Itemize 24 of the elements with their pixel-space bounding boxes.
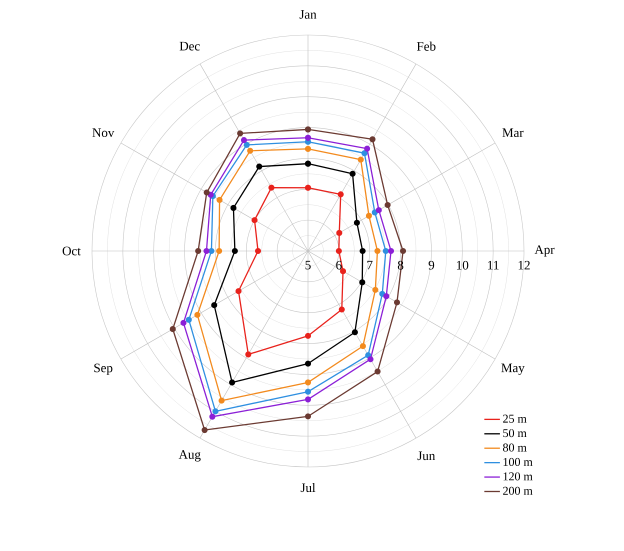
spoke-label: Mar: [502, 128, 524, 138]
y-tick-label: 7: [367, 260, 373, 270]
spoke-label: Aug: [178, 450, 201, 462]
spoke-label: Oct: [62, 246, 81, 256]
spoke-label: Jan: [300, 10, 316, 19]
legend-label: 50 m: [503, 429, 527, 438]
y-tick-label: 10: [456, 260, 468, 270]
spoke-label: Nov: [92, 128, 114, 138]
legend-label: 80 m: [503, 443, 527, 452]
spoke-label: Apr: [534, 245, 554, 257]
spoke-label: Sep: [94, 364, 112, 375]
legend-label: 120 m: [504, 472, 533, 480]
y-tick-label: 11: [488, 260, 499, 270]
y-tick-label: 9: [428, 260, 434, 270]
legend-label: 100 m: [504, 458, 533, 466]
spoke-label: Jun: [418, 452, 436, 460]
legend-label: 200 m: [503, 486, 533, 495]
y-tick-label: 5: [306, 260, 311, 270]
spoke-label: Dec: [180, 42, 200, 50]
spoke-label: May: [501, 364, 525, 375]
spoke-label: Feb: [416, 42, 436, 51]
legend-label: 25 m: [503, 414, 527, 423]
y-tick-label: 12: [518, 260, 530, 270]
spoke-label: Jul: [300, 482, 316, 492]
